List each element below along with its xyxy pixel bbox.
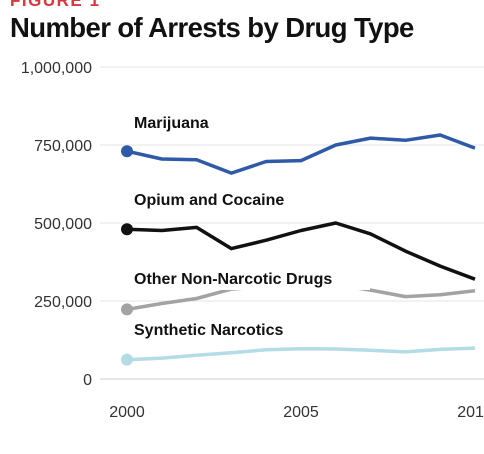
series-label-other-non-narcotic-drugs: Other Non-Narcotic Drugs xyxy=(134,271,332,288)
y-tick-label: 750,000 xyxy=(34,138,92,155)
y-tick-label: 250,000 xyxy=(34,294,92,311)
y-axis-ticks: 0 250,000 500,000 750,000 1,000,000 xyxy=(21,60,92,389)
series-line-opium-and-cocaine xyxy=(126,221,476,281)
y-tick-label: 500,000 xyxy=(34,216,92,233)
series-start-marker-other-non-narcotic-drugs xyxy=(121,303,133,316)
series-label-marijuana: Marijuana xyxy=(134,115,209,132)
series-label-synthetic-narcotics: Synthetic Narcotics xyxy=(134,322,283,339)
series-line-synthetic-narcotics xyxy=(126,346,476,362)
series-start-marker-opium-and-cocaine xyxy=(121,223,133,236)
x-axis-ticks: 2000 2005 2010 xyxy=(109,404,484,421)
y-tick-label: 1,000,000 xyxy=(21,60,92,77)
y-tick-label: 0 xyxy=(83,372,92,389)
x-tick-label: 2005 xyxy=(283,404,319,421)
series-lines xyxy=(121,133,476,366)
x-tick-label: 2000 xyxy=(109,404,145,421)
chart-title: Number of Arrests by Drug Type xyxy=(10,12,414,43)
series-start-marker-synthetic-narcotics xyxy=(121,353,133,366)
gridlines xyxy=(100,66,484,380)
series-start-marker-marijuana xyxy=(121,145,133,158)
figure-label: FIGURE 1 xyxy=(10,0,101,10)
x-tick-label: 2010 xyxy=(457,404,484,421)
series-label-backdrop xyxy=(130,269,370,290)
series-label-opium-and-cocaine: Opium and Cocaine xyxy=(134,192,284,209)
series-line-marijuana xyxy=(126,133,476,175)
series-labels: Marijuana Opium and Cocaine Other Non-Narc… xyxy=(130,115,370,339)
